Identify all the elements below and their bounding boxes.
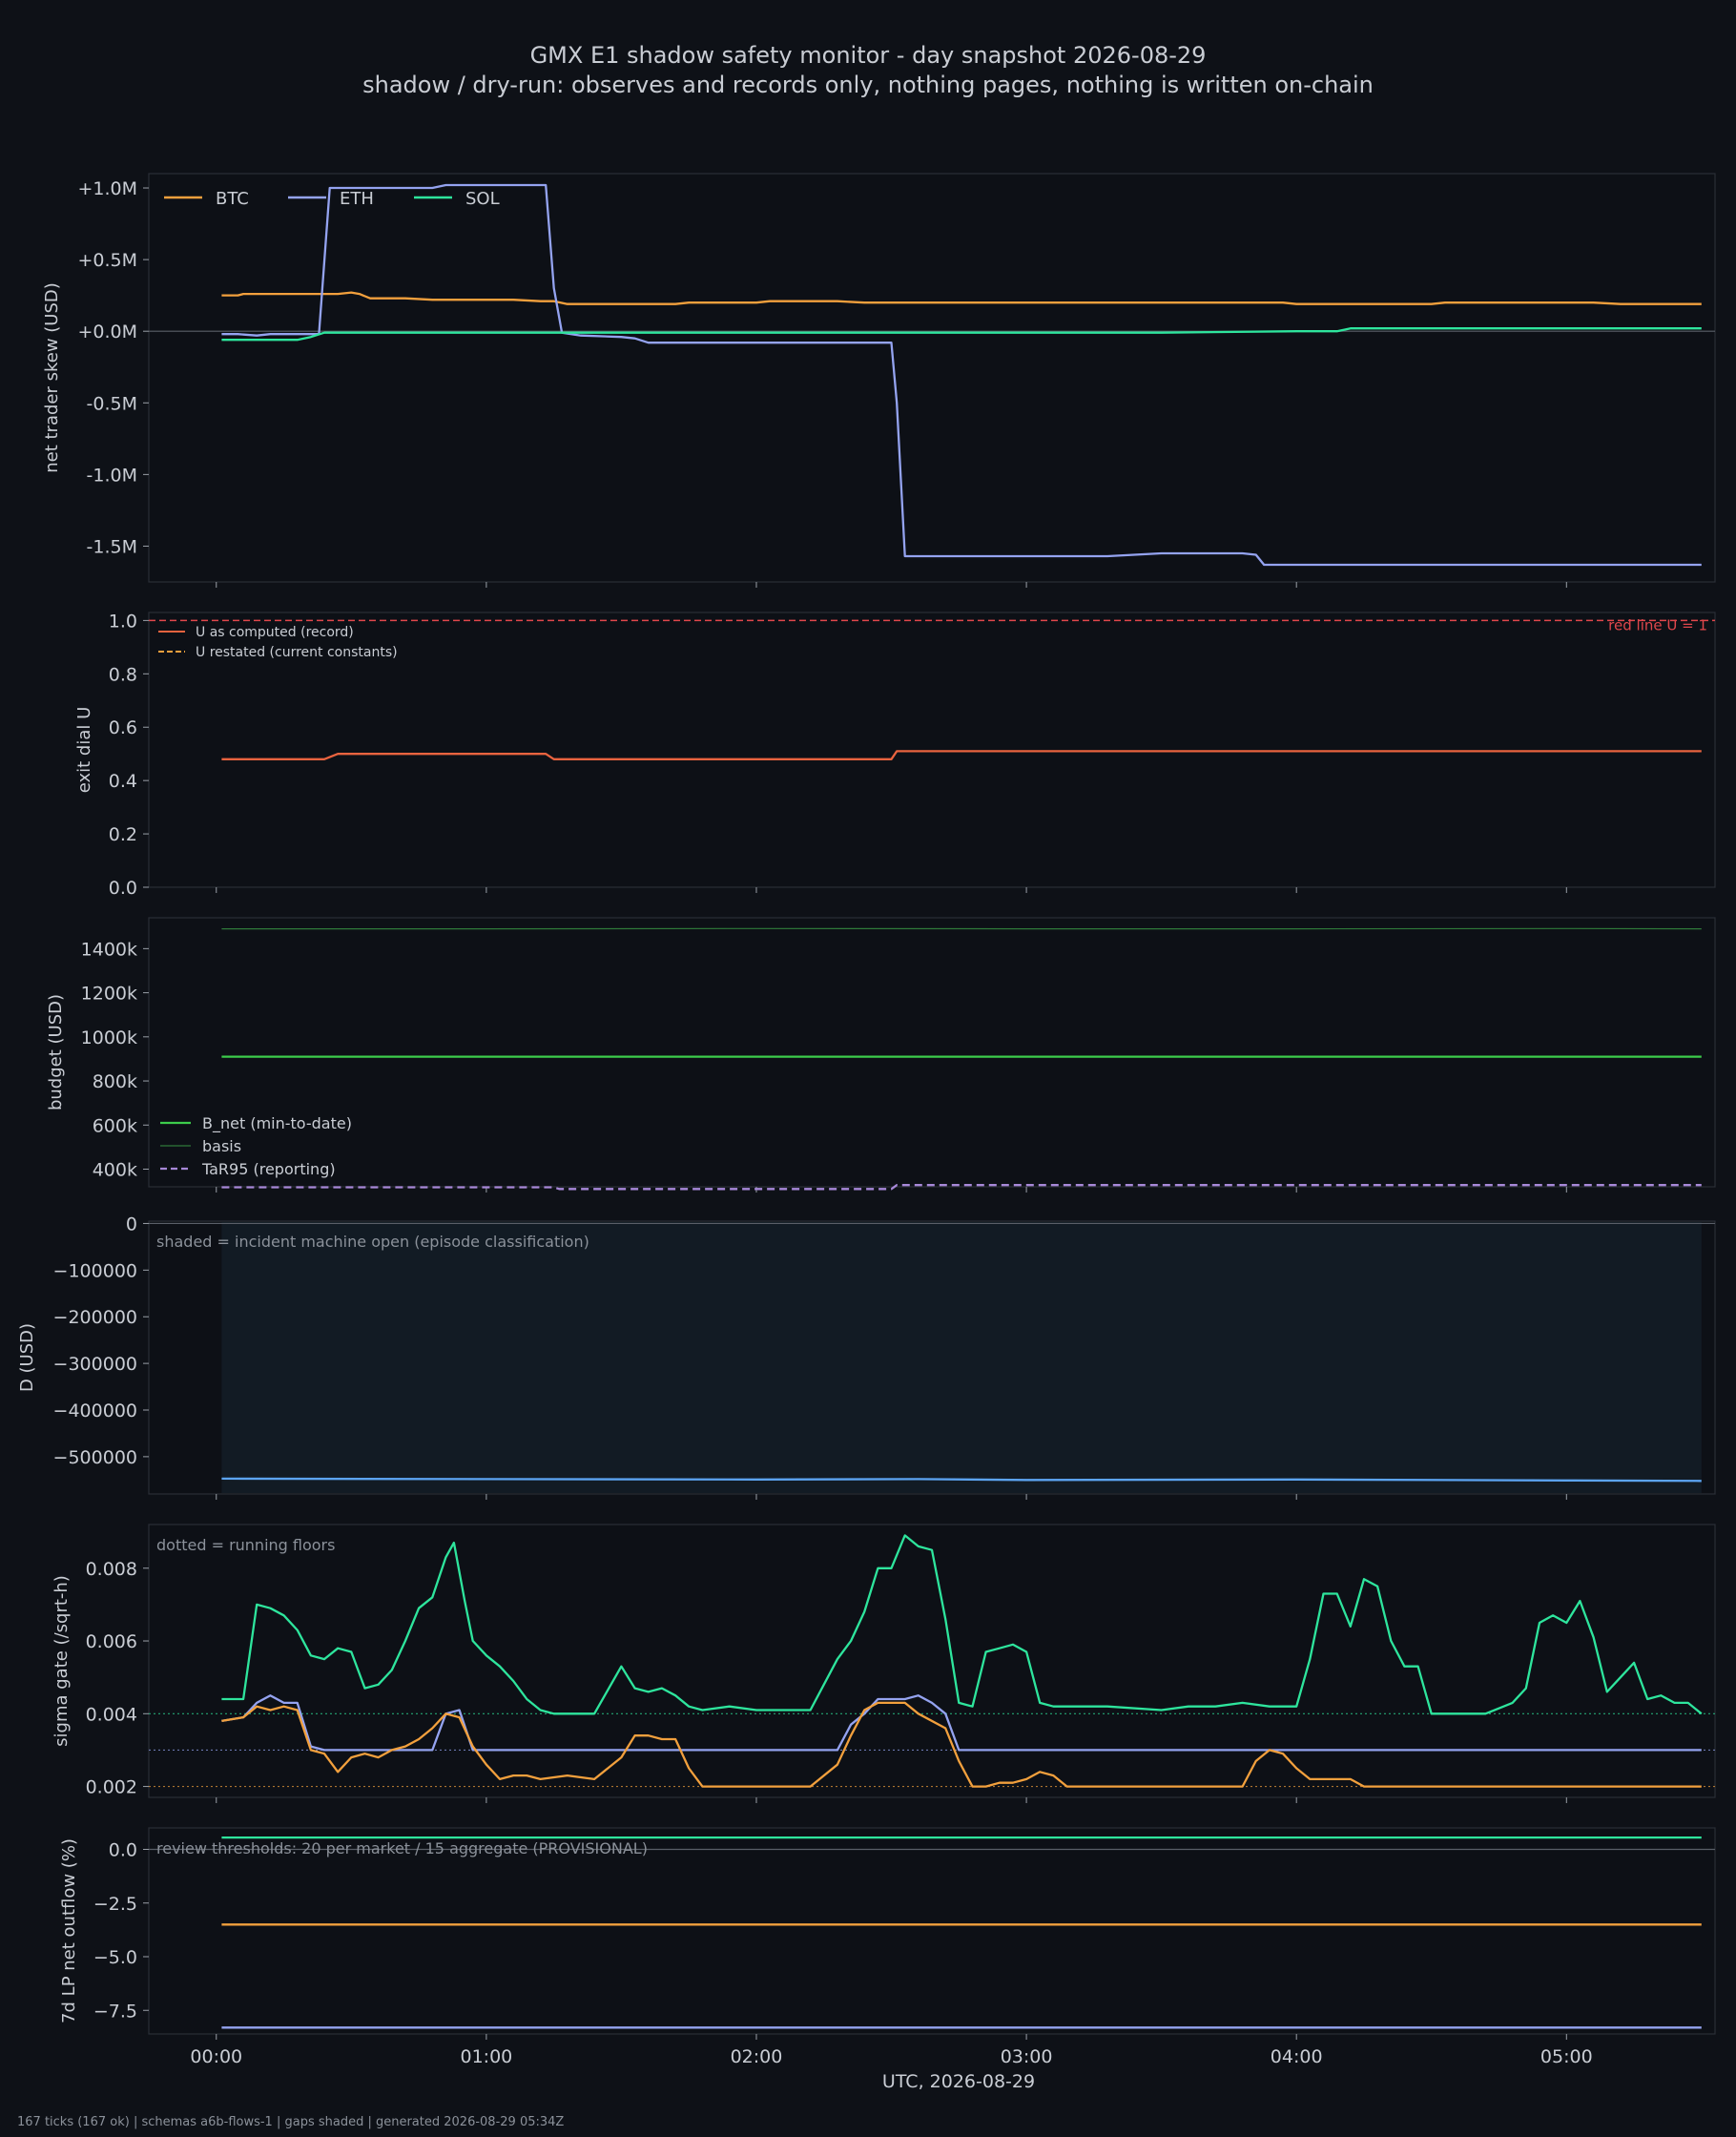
series-line-u-as-computed-record-: [221, 750, 1702, 760]
y-tick-label: −7.5: [93, 2001, 137, 2022]
panel-exit_dial: 0.0 0.2 0.4 0.6 0.8 1.0 exit dial U red line U …: [74, 611, 1716, 899]
y-tick-label: 0.0: [109, 1840, 137, 1861]
y-tick-label: 0.2: [109, 824, 137, 845]
plot-area: [148, 612, 1716, 888]
y-tick-label: +0.0M: [77, 322, 137, 342]
y-tick-label: 800k: [93, 1071, 137, 1092]
y-axis-label: budget (USD): [46, 994, 66, 1110]
legend-label: ETH: [340, 189, 374, 209]
panel-sigma_gate: 0.002 0.004 0.006 0.008 sigma gate (/sqrt-h)…: [52, 1524, 1716, 1803]
x-tick-label: 04:00: [1271, 2046, 1323, 2067]
y-axis-label: 7d LP net outflow (%): [59, 1838, 79, 2023]
y-axis-label: net trader skew (USD): [42, 282, 62, 473]
red-line-label: red line U = 1: [1608, 616, 1707, 633]
x-tick-label: 02:00: [731, 2046, 783, 2067]
y-tick-label: 0.0: [109, 878, 137, 899]
y-tick-label: −2.5: [93, 1894, 137, 1915]
y-tick-label: 1000k: [81, 1027, 137, 1048]
y-axis-label: exit dial U: [74, 707, 94, 794]
y-tick-label: −300000: [53, 1354, 137, 1375]
footer-status: 167 ticks (167 ok) | schemas a6b-flows-1…: [17, 2115, 564, 2129]
panel-budget: 400k 600k 800k 1000k 1200k 1400k budget (USD) B…: [46, 917, 1716, 1193]
y-tick-label: 0: [126, 1214, 137, 1234]
incident-shade: [221, 1222, 1702, 1493]
series-line-sol: [221, 1534, 1703, 1715]
panel-annotation: shaded = incident machine open (episode …: [156, 1233, 589, 1251]
y-tick-label: 1.0: [109, 611, 137, 632]
chart-title: GMX E1 shadow safety monitor - day snaps…: [530, 42, 1207, 69]
plot-area: [148, 173, 1716, 583]
chart-subtitle: shadow / dry-run: observes and records o…: [362, 72, 1374, 98]
y-tick-label: −500000: [53, 1447, 137, 1468]
x-tick-label: 01:00: [460, 2046, 512, 2067]
y-tick-label: 0.6: [109, 717, 137, 738]
y-tick-label: 0.8: [109, 664, 137, 685]
y-tick-label: 0.006: [86, 1631, 137, 1652]
legend-label: TaR95 (reporting): [201, 1160, 336, 1178]
y-tick-label: −200000: [53, 1307, 137, 1328]
panel-annotation: review thresholds: 20 per market / 15 ag…: [156, 1839, 648, 1857]
y-tick-label: -1.5M: [87, 536, 137, 557]
series-line-btc: [221, 1701, 1702, 1788]
y-tick-label: −100000: [53, 1260, 137, 1281]
y-tick-label: 1400k: [81, 939, 137, 960]
panel-lp_outflow: 0.0 −2.5 −5.0 −7.5 00:00 01:00 02:00 03:00 04:00…: [59, 1827, 1716, 2067]
panels: -1.5M -1.0M -0.5M +0.0M +0.5M +1.0M net trader…: [17, 173, 1716, 2067]
y-tick-label: +0.5M: [77, 250, 137, 271]
legend-label: basis: [202, 1137, 241, 1155]
y-tick-label: 0.008: [86, 1559, 137, 1580]
y-tick-label: 0.4: [109, 771, 137, 792]
y-tick-label: +1.0M: [77, 178, 137, 199]
panel-d_usd: 0 −100000 −200000 −300000 −400000 −500000 D (U…: [17, 1214, 1716, 1500]
plot-area: [148, 917, 1716, 1188]
y-tick-label: -0.5M: [87, 393, 137, 414]
series-line-eth: [221, 1694, 1702, 1752]
legend-label: BTC: [216, 189, 249, 209]
legend-label: SOL: [465, 189, 500, 209]
y-tick-label: 1200k: [81, 984, 137, 1005]
y-tick-label: 400k: [93, 1160, 137, 1181]
series-line-tar95-reporting-: [221, 1184, 1702, 1191]
legend-label: U restated (current constants): [196, 645, 398, 660]
y-axis-label: D (USD): [17, 1323, 37, 1392]
series-line-btc: [221, 291, 1702, 305]
x-tick-label: 00:00: [190, 2046, 242, 2067]
x-axis-label: UTC, 2026-08-29: [882, 2071, 1035, 2092]
y-tick-label: -1.0M: [87, 465, 137, 486]
x-tick-label: 03:00: [1001, 2046, 1053, 2067]
y-tick-label: 600k: [93, 1115, 137, 1136]
x-tick-label: 05:00: [1540, 2046, 1593, 2067]
legend-label: B_net (min-to-date): [202, 1114, 352, 1133]
series-line-eth: [221, 183, 1702, 567]
legend-label: U as computed (record): [196, 625, 354, 640]
y-tick-label: 0.004: [86, 1704, 137, 1725]
y-tick-label: −400000: [53, 1400, 137, 1421]
series-line-d: [221, 1477, 1702, 1483]
series-line-sol: [221, 327, 1702, 342]
plot-area: [148, 1524, 1716, 1798]
y-axis-label: sigma gate (/sqrt-h): [52, 1575, 72, 1747]
y-tick-label: 0.002: [86, 1777, 137, 1798]
plot-area: [148, 1827, 1716, 2035]
y-tick-label: −5.0: [93, 1947, 137, 1968]
panel-annotation: dotted = running floors: [156, 1536, 335, 1554]
panel-skew: -1.5M -1.0M -0.5M +0.0M +0.5M +1.0M net trader…: [42, 173, 1716, 588]
